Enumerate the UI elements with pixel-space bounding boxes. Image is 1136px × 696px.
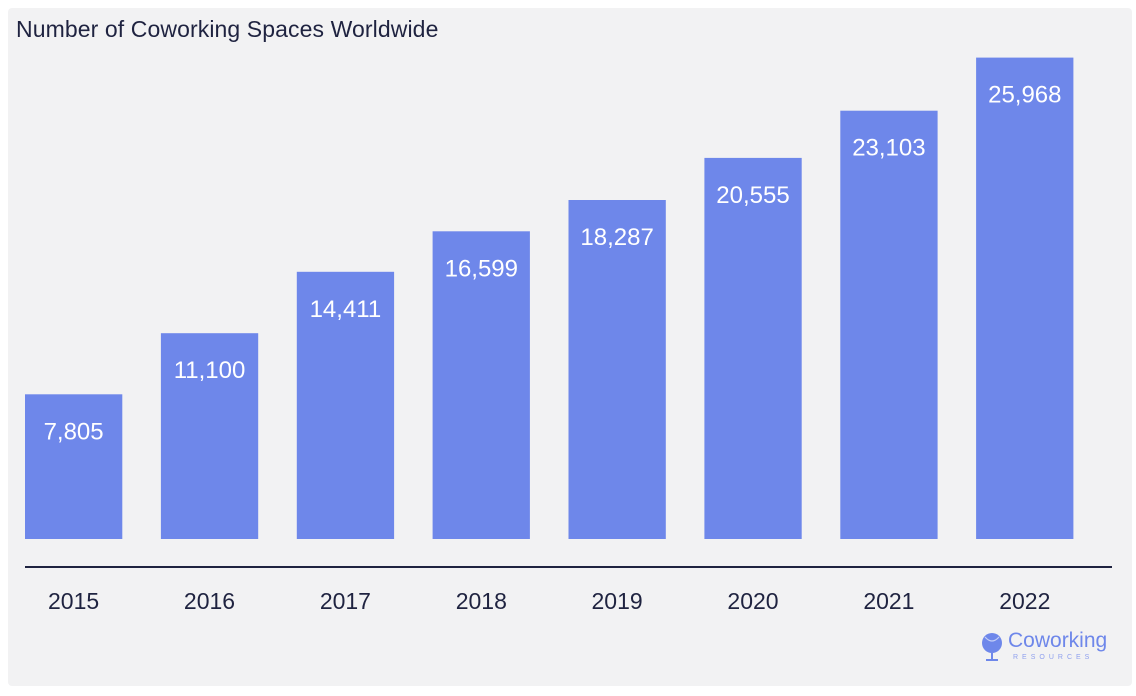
bar-value-label: 20,555 [716,182,789,209]
bar-value-label: 23,103 [852,135,925,162]
bar-2020 [704,157,802,539]
bar-2022 [976,57,1074,539]
logo-subtitle: RESOURCES [1013,654,1094,661]
bar-value-label: 18,287 [580,224,653,251]
bar-value-label: 11,100 [174,357,246,384]
x-tick-label: 2020 [727,588,778,614]
bar-2019 [568,200,666,539]
bar-value-label: 25,968 [988,82,1061,109]
x-tick-label: 2017 [320,588,371,614]
bar-value-label: 7,805 [44,418,104,445]
x-tick-label: 2019 [592,588,643,614]
x-tick-label: 2018 [456,588,507,614]
bar-2021 [840,110,938,539]
bar-2018 [432,231,530,540]
x-tick-label: 2021 [863,588,914,614]
coworking-resources-logo: Coworking RESOURCES [980,628,1120,668]
bar-value-label: 16,599 [445,255,518,282]
bar-value-label: 14,411 [310,296,382,323]
logo-name: Coworking [1008,629,1108,652]
chart-title: Number of Coworking Spaces Worldwide [16,16,439,42]
x-tick-label: 2022 [999,588,1050,614]
bar-2017 [296,271,395,539]
x-tick-label: 2015 [48,588,99,614]
x-tick-label: 2016 [184,588,235,614]
globe-pin-icon [982,633,1002,661]
bar-2015 [25,394,123,539]
bar-2016 [160,333,259,539]
